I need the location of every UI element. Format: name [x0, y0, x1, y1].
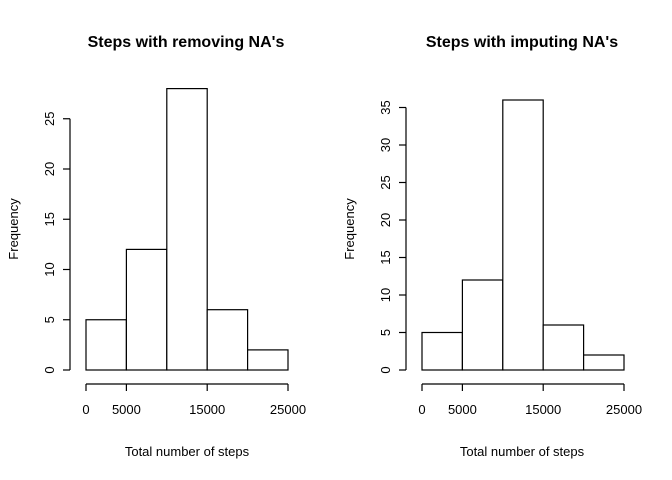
histogram-panel-2: Steps with imputing NA's 0 5 10 15 20 25 30 35 0 5… [342, 34, 642, 459]
histogram-bar [166, 87, 208, 371]
y-tick-label: 25 [42, 112, 57, 126]
y-tick-label: 5 [42, 316, 57, 323]
histogram-bar [461, 279, 504, 371]
histogram-panel-1: Steps with removing NA's 0 5 10 15 20 25 0 5000 1… [6, 34, 306, 459]
histogram-bar [206, 309, 249, 371]
y-tick-label: 10 [378, 288, 393, 302]
chart-title: Steps with imputing NA's [426, 34, 618, 51]
histogram-bar [247, 349, 289, 371]
histogram-bar [421, 331, 464, 371]
x-tick-label: 15000 [189, 402, 225, 417]
x-tick-label: 5000 [112, 402, 141, 417]
x-tick-label: 25000 [606, 402, 642, 417]
y-tick-label: 20 [378, 213, 393, 227]
y-tick-label: 15 [378, 250, 393, 264]
histogram-bar [542, 324, 585, 371]
x-tick-label: 5000 [448, 402, 477, 417]
y-axis-label: Frequency [342, 198, 357, 260]
histogram-bar [125, 248, 168, 371]
y-tick-label: 15 [42, 212, 57, 226]
y-tick-label: 5 [378, 329, 393, 336]
y-tick-label: 20 [42, 162, 57, 176]
y-axis-label: Frequency [6, 198, 21, 260]
x-axis-label: Total number of steps [125, 444, 250, 459]
x-tick-label: 0 [418, 402, 425, 417]
x-axis-label: Total number of steps [460, 444, 585, 459]
y-tick-label: 0 [42, 366, 57, 373]
y-tick-label: 0 [378, 366, 393, 373]
y-tick-label: 25 [378, 175, 393, 189]
x-tick-label: 15000 [525, 402, 561, 417]
y-tick-label: 35 [378, 100, 393, 114]
histogram-bar [502, 99, 544, 371]
chart-title: Steps with removing NA's [88, 34, 285, 51]
y-tick-label: 30 [378, 138, 393, 152]
histogram-bar [85, 319, 128, 371]
y-tick-label: 10 [42, 262, 57, 276]
x-tick-label: 25000 [270, 402, 306, 417]
histogram-bar [582, 354, 625, 371]
x-tick-label: 0 [82, 402, 89, 417]
